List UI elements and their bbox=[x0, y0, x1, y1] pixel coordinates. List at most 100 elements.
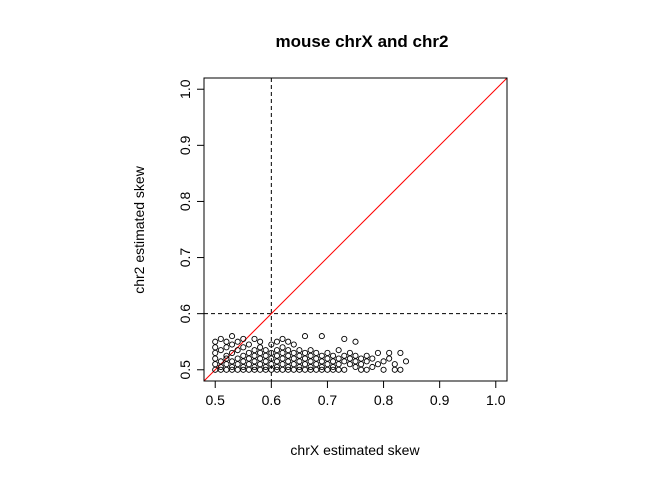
data-point bbox=[341, 352, 348, 359]
data-point bbox=[324, 366, 331, 373]
data-point bbox=[313, 361, 320, 368]
data-point bbox=[279, 355, 286, 362]
data-point bbox=[324, 355, 331, 362]
data-point bbox=[245, 355, 252, 362]
data-point bbox=[240, 335, 247, 342]
y-axis-label: chr2 estimated skew bbox=[131, 165, 147, 293]
data-point bbox=[279, 335, 286, 342]
data-point bbox=[380, 358, 387, 365]
data-point bbox=[369, 363, 376, 371]
data-point bbox=[217, 358, 224, 365]
data-point bbox=[251, 352, 258, 359]
y-tick-label: 0.6 bbox=[177, 304, 193, 324]
data-point bbox=[397, 366, 404, 373]
data-point bbox=[223, 366, 230, 373]
data-point bbox=[358, 366, 365, 373]
data-point bbox=[330, 352, 337, 359]
data-point bbox=[223, 361, 230, 368]
data-point bbox=[330, 358, 337, 365]
data-point bbox=[240, 352, 247, 359]
data-point bbox=[262, 347, 269, 354]
data-point bbox=[318, 358, 325, 365]
data-point bbox=[285, 352, 292, 359]
data-point bbox=[386, 349, 393, 356]
chart-title: mouse chrX and chr2 bbox=[276, 32, 449, 51]
y-tick-label: 0.7 bbox=[177, 248, 193, 268]
data-point bbox=[223, 352, 230, 359]
data-point bbox=[402, 358, 410, 365]
data-point bbox=[301, 366, 309, 373]
data-point bbox=[245, 341, 252, 348]
data-point bbox=[285, 338, 292, 345]
x-tick-label: 0.7 bbox=[318, 392, 338, 408]
data-point bbox=[234, 361, 241, 368]
data-point bbox=[273, 338, 280, 345]
data-point bbox=[296, 347, 303, 354]
data-point bbox=[380, 366, 387, 373]
data-point bbox=[301, 355, 309, 362]
data-point bbox=[229, 358, 236, 365]
data-point bbox=[358, 355, 365, 362]
data-point bbox=[217, 335, 224, 342]
data-point bbox=[341, 366, 348, 373]
x-axis-label: chrX estimated skew bbox=[290, 442, 420, 458]
data-point bbox=[262, 352, 269, 359]
data-point bbox=[324, 349, 331, 356]
data-point bbox=[341, 358, 348, 365]
data-point bbox=[234, 355, 241, 362]
x-tick-label: 1.0 bbox=[486, 392, 506, 408]
data-point bbox=[301, 349, 309, 356]
data-point bbox=[279, 349, 286, 356]
data-point bbox=[290, 366, 297, 373]
y-tick-label: 0.8 bbox=[177, 192, 193, 212]
data-point bbox=[257, 344, 264, 351]
data-point bbox=[313, 366, 320, 373]
data-point bbox=[223, 344, 230, 351]
data-point bbox=[212, 361, 219, 368]
data-point bbox=[363, 352, 370, 359]
data-point bbox=[223, 338, 230, 345]
data-point bbox=[374, 361, 381, 368]
data-point bbox=[307, 352, 314, 359]
data-point bbox=[245, 361, 252, 368]
data-point bbox=[318, 352, 325, 359]
data-point bbox=[318, 333, 325, 340]
data-point bbox=[341, 335, 348, 342]
data-point bbox=[301, 361, 309, 368]
data-point bbox=[397, 349, 404, 356]
data-point bbox=[229, 341, 236, 348]
data-point bbox=[352, 352, 359, 359]
data-point bbox=[386, 355, 393, 362]
data-point bbox=[251, 335, 258, 342]
data-point bbox=[285, 347, 292, 354]
data-point bbox=[212, 338, 219, 345]
data-point bbox=[273, 347, 280, 354]
data-point bbox=[268, 349, 275, 356]
data-point bbox=[234, 347, 241, 354]
data-point bbox=[273, 352, 280, 359]
data-point bbox=[307, 347, 314, 354]
data-point bbox=[262, 358, 269, 365]
data-point bbox=[335, 347, 342, 354]
x-tick-label: 0.6 bbox=[262, 392, 282, 408]
data-point bbox=[363, 366, 370, 373]
y-tick-label: 0.9 bbox=[177, 135, 193, 155]
y-tick-label: 1.0 bbox=[177, 79, 193, 99]
x-tick-label: 0.5 bbox=[205, 392, 225, 408]
data-point bbox=[391, 366, 398, 373]
data-point bbox=[240, 344, 247, 351]
x-tick-label: 0.8 bbox=[374, 392, 394, 408]
data-point bbox=[251, 347, 258, 354]
x-tick-label: 0.9 bbox=[430, 392, 450, 408]
data-point bbox=[279, 361, 286, 368]
data-point bbox=[296, 358, 303, 365]
data-point bbox=[245, 366, 252, 373]
data-point bbox=[279, 344, 286, 351]
data-point bbox=[358, 361, 365, 368]
data-point bbox=[313, 355, 320, 362]
data-point bbox=[217, 347, 224, 354]
data-point bbox=[369, 355, 376, 362]
data-point bbox=[346, 361, 353, 368]
data-point bbox=[251, 358, 258, 365]
